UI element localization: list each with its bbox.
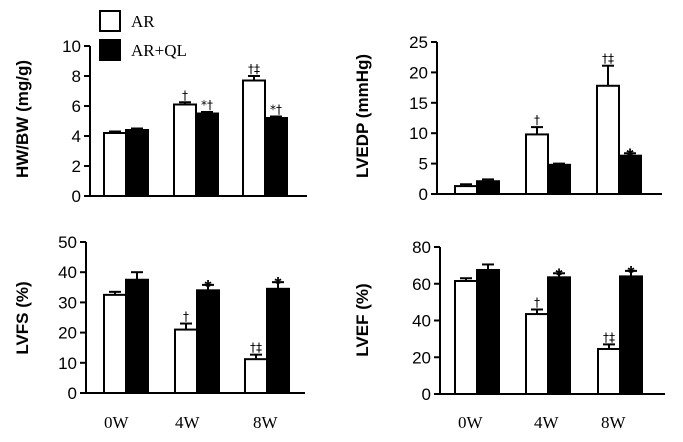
hwbw-significance-label: *†	[270, 103, 282, 117]
lvef-x-category-label: 0W	[458, 413, 484, 432]
lvfs-ytick-label: 30	[58, 293, 77, 312]
lvef-ytick-label: 20	[412, 348, 431, 367]
hwbw-ytick-label: 10	[62, 37, 81, 56]
lvedp-ytick-label: 0	[419, 185, 428, 204]
hwbw-significance-label: †‡	[248, 62, 260, 76]
hwbw-bar-arql-4w	[195, 112, 219, 197]
lvfs-significance-label: †	[183, 310, 189, 324]
legend-ar-label: AR	[131, 12, 155, 31]
lvef-significance-label: †‡	[603, 330, 615, 344]
lvfs-bar-arql-0w	[125, 278, 149, 394]
legend-ar-swatch	[99, 10, 121, 32]
hwbw-ytick-label: 0	[72, 187, 81, 206]
lvef-x-category-label: 4W	[534, 413, 560, 432]
hwbw-ytick-label: 2	[72, 157, 81, 176]
lvef-ytick-label: 40	[412, 312, 431, 331]
lvedp-bar-ar-8w	[596, 84, 620, 195]
hwbw-ytick-label: 6	[72, 97, 81, 116]
lvedp-ytick-label: 25	[409, 33, 428, 52]
lvef-ytick-label: 0	[422, 385, 431, 404]
lvfs-ytick-label: 40	[58, 263, 77, 282]
lvedp-bar-arql-0w	[476, 180, 500, 195]
hwbw-bar-arql-0w	[125, 129, 149, 197]
hwbw-ytick-label: 4	[72, 127, 81, 146]
hwbw-y-axis-label: HW/BW (mg/g)	[13, 60, 32, 178]
lvfs-ytick-label: 0	[68, 384, 77, 403]
lvedp-significance-label: †‡	[602, 52, 614, 66]
lvedp-significance-label: †	[534, 113, 540, 127]
lvef-x-category-label: 8W	[601, 413, 627, 432]
lvfs-bar-arql-4w	[196, 289, 220, 395]
lvedp-bar-ar-4w	[525, 133, 549, 195]
lvef-bar-ar-8w	[597, 347, 621, 396]
lvef-panel: 0 20 40 60 80 LVEF (%) † * †‡ * 0W 4W 8W	[353, 238, 665, 432]
lvef-significance-label: †	[534, 295, 540, 309]
lvfs-bar-ar-8w	[244, 358, 268, 394]
hwbw-bar-ar-4w	[173, 103, 197, 197]
hwbw-bar-ar-8w	[242, 79, 266, 197]
lvfs-x-category-label: 8W	[253, 413, 279, 432]
hwbw-significance-label: †	[182, 88, 188, 102]
lvfs-x-category-label: 4W	[175, 413, 201, 432]
lvfs-y-axis-label: LVFS (%)	[13, 281, 32, 354]
lvef-significance-label: *	[627, 263, 634, 283]
lvfs-bar-ar-0w	[103, 293, 127, 395]
lvfs-bar-arql-8w	[266, 287, 290, 394]
lvedp-ytick-label: 15	[409, 94, 428, 113]
lvef-bar-ar-4w	[525, 313, 549, 396]
lvfs-panel: 0 10 20 30 40 50 LVFS (%) † * †‡ * 0W 4W 8W	[13, 233, 305, 432]
lvfs-ytick-label: 10	[58, 354, 77, 373]
lvfs-ytick-label: 50	[58, 233, 77, 252]
lvedp-ytick-label: 10	[409, 124, 428, 143]
lvedp-ytick-label: 5	[419, 155, 428, 174]
lvef-y-axis-label: LVEF (%)	[353, 283, 372, 356]
legend: AR AR+QL	[99, 10, 187, 61]
lvedp-panel: 0 5 10 15 20 25 LVEDP (mmHg) † †‡ *	[353, 33, 662, 204]
hwbw-significance-label: *†	[201, 98, 213, 112]
lvef-significance-label: *	[555, 265, 562, 285]
lvedp-y-axis-label: LVEDP (mmHg)	[353, 54, 372, 178]
hwbw-ytick-label: 8	[72, 67, 81, 86]
legend-arql-label: AR+QL	[131, 41, 187, 60]
hwbw-panel: 0 2 4 6 8 10 HW/BW (mg/g) † *† †‡ *†	[13, 37, 307, 206]
hwbw-bar-arql-8w	[264, 117, 288, 197]
lvedp-significance-label: *	[626, 145, 633, 165]
lvef-ytick-label: 60	[412, 275, 431, 294]
lvef-bar-arql-8w	[619, 275, 643, 395]
lvedp-bar-ar-0w	[454, 185, 478, 195]
lvef-bar-arql-0w	[476, 268, 500, 395]
lvfs-significance-label: *	[204, 277, 211, 297]
lvfs-x-category-label: 0W	[104, 413, 130, 432]
hwbw-bar-ar-0w	[103, 132, 127, 197]
lvedp-ytick-label: 20	[409, 63, 428, 82]
lvfs-significance-label: *	[274, 274, 281, 294]
legend-arql-swatch	[99, 39, 121, 61]
lvfs-bar-ar-4w	[174, 328, 198, 394]
lvedp-bar-arql-4w	[547, 163, 571, 195]
lvfs-ytick-label: 20	[58, 324, 77, 343]
lvef-bar-ar-0w	[454, 279, 478, 395]
lvef-ytick-label: 80	[412, 238, 431, 257]
lvef-bar-arql-4w	[547, 276, 571, 396]
lvfs-significance-label: †‡	[250, 341, 262, 355]
